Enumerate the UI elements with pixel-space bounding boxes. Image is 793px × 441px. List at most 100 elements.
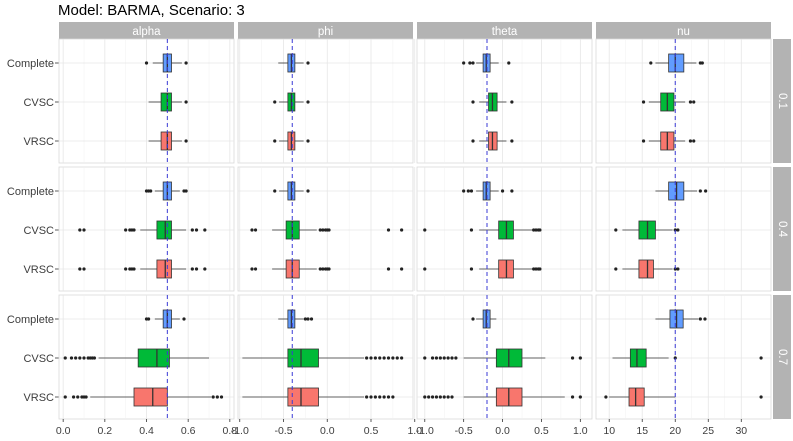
- outlier-point: [386, 228, 391, 232]
- y-tick-label-cvsc: CVSC: [23, 97, 54, 109]
- box-nu-vrsc: [638, 259, 654, 279]
- x-tick-label-theta: -0.5: [455, 425, 473, 437]
- box-alpha-vrsc: [156, 259, 172, 279]
- outlier-point: [365, 356, 369, 360]
- outlier-point: [462, 189, 466, 193]
- outlier-point: [442, 356, 446, 360]
- outlier-point: [78, 267, 82, 271]
- outlier-point: [69, 356, 74, 360]
- x-tick-label-nu: 30: [735, 425, 747, 437]
- outlier-point: [438, 395, 442, 399]
- outlier-point: [211, 395, 215, 399]
- outlier-point: [462, 61, 466, 65]
- box-alpha-cvsc: [160, 92, 172, 112]
- outlier-point: [219, 395, 224, 399]
- outlier-point: [184, 100, 188, 104]
- outlier-point: [250, 267, 254, 271]
- outlier-point: [306, 139, 310, 143]
- outlier-point: [570, 356, 575, 360]
- box-alpha-vrsc: [133, 387, 168, 407]
- outlier-point: [365, 395, 369, 399]
- outlier-point: [327, 228, 331, 232]
- outlier-point: [698, 317, 702, 321]
- outlier-point: [469, 228, 474, 232]
- outlier-point: [318, 267, 322, 271]
- outlier-point: [423, 228, 427, 232]
- box-nu-cvsc: [629, 348, 647, 368]
- outlier-point: [250, 228, 254, 232]
- y-tick-label-vrsc: VRSC: [23, 392, 54, 404]
- outlier-point: [194, 267, 199, 271]
- outlier-point: [382, 395, 386, 399]
- outlier-point: [78, 228, 82, 232]
- box-alpha-cvsc: [156, 220, 172, 240]
- outlier-point: [532, 228, 536, 232]
- row-strip-0.1: [773, 39, 791, 163]
- outlier-point: [203, 267, 207, 271]
- outlier-point: [692, 100, 696, 104]
- outlier-point: [641, 100, 646, 104]
- x-tick-label-alpha: 0.4: [139, 425, 154, 437]
- outlier-point: [306, 61, 310, 65]
- outlier-point: [759, 356, 763, 360]
- row-strip-0.7: [773, 295, 791, 419]
- outlier-point: [386, 395, 391, 399]
- outlier-point: [532, 267, 536, 271]
- outlier-point: [395, 356, 399, 360]
- facet-strip-alpha: [59, 22, 234, 39]
- outlier-point: [203, 228, 207, 232]
- y-tick-label-complete: Complete: [7, 314, 54, 326]
- facet-strip-nu: [596, 22, 771, 39]
- outlier-point: [184, 61, 188, 65]
- outlier-point: [698, 189, 702, 193]
- outlier-point: [676, 267, 680, 271]
- outlier-point: [500, 189, 505, 193]
- x-tick-label-alpha: 0.6: [181, 425, 196, 437]
- outlier-point: [614, 228, 618, 232]
- outlier-point: [184, 139, 188, 143]
- facet-label-nu: nu: [677, 26, 690, 38]
- outlier-point: [450, 356, 454, 360]
- outlier-point: [71, 395, 76, 399]
- y-tick-label-cvsc: CVSC: [23, 225, 54, 237]
- outlier-point: [273, 139, 277, 143]
- outlier-point: [391, 356, 395, 360]
- x-tick-label-phi: -1.0: [231, 425, 249, 437]
- outlier-point: [76, 395, 80, 399]
- outlier-point: [688, 139, 693, 143]
- outlier-point: [327, 267, 331, 271]
- y-tick-label-cvsc: CVSC: [23, 353, 54, 365]
- outlier-point: [132, 267, 136, 271]
- outlier-point: [692, 139, 696, 143]
- outlier-point: [391, 395, 395, 399]
- y-tick-label-complete: Complete: [7, 58, 54, 70]
- outlier-point: [430, 356, 435, 360]
- x-tick-label-phi: 1.0: [407, 425, 422, 437]
- outlier-point: [538, 267, 542, 271]
- panel-theta-0.1: [416, 38, 593, 164]
- outlier-point: [318, 228, 322, 232]
- outlier-point: [538, 228, 542, 232]
- outlier-point: [373, 395, 377, 399]
- outlier-point: [471, 139, 475, 143]
- outlier-point: [253, 267, 258, 271]
- outlier-point: [510, 100, 514, 104]
- outlier-point: [321, 228, 325, 232]
- outlier-point: [82, 356, 86, 360]
- outlier-point: [124, 267, 128, 271]
- outlier-point: [510, 139, 514, 143]
- outlier-point: [303, 317, 307, 321]
- outlier-point: [604, 395, 608, 399]
- outlier-point: [510, 189, 514, 193]
- outlier-point: [534, 228, 538, 232]
- outlier-point: [190, 228, 194, 232]
- outlier-point: [688, 100, 693, 104]
- outlier-point: [434, 356, 439, 360]
- outlier-point: [215, 395, 219, 399]
- outlier-point: [382, 356, 386, 360]
- outlier-point: [700, 61, 704, 65]
- outlier-point: [427, 395, 431, 399]
- box-phi-cvsc: [287, 348, 319, 368]
- outlier-point: [649, 61, 653, 65]
